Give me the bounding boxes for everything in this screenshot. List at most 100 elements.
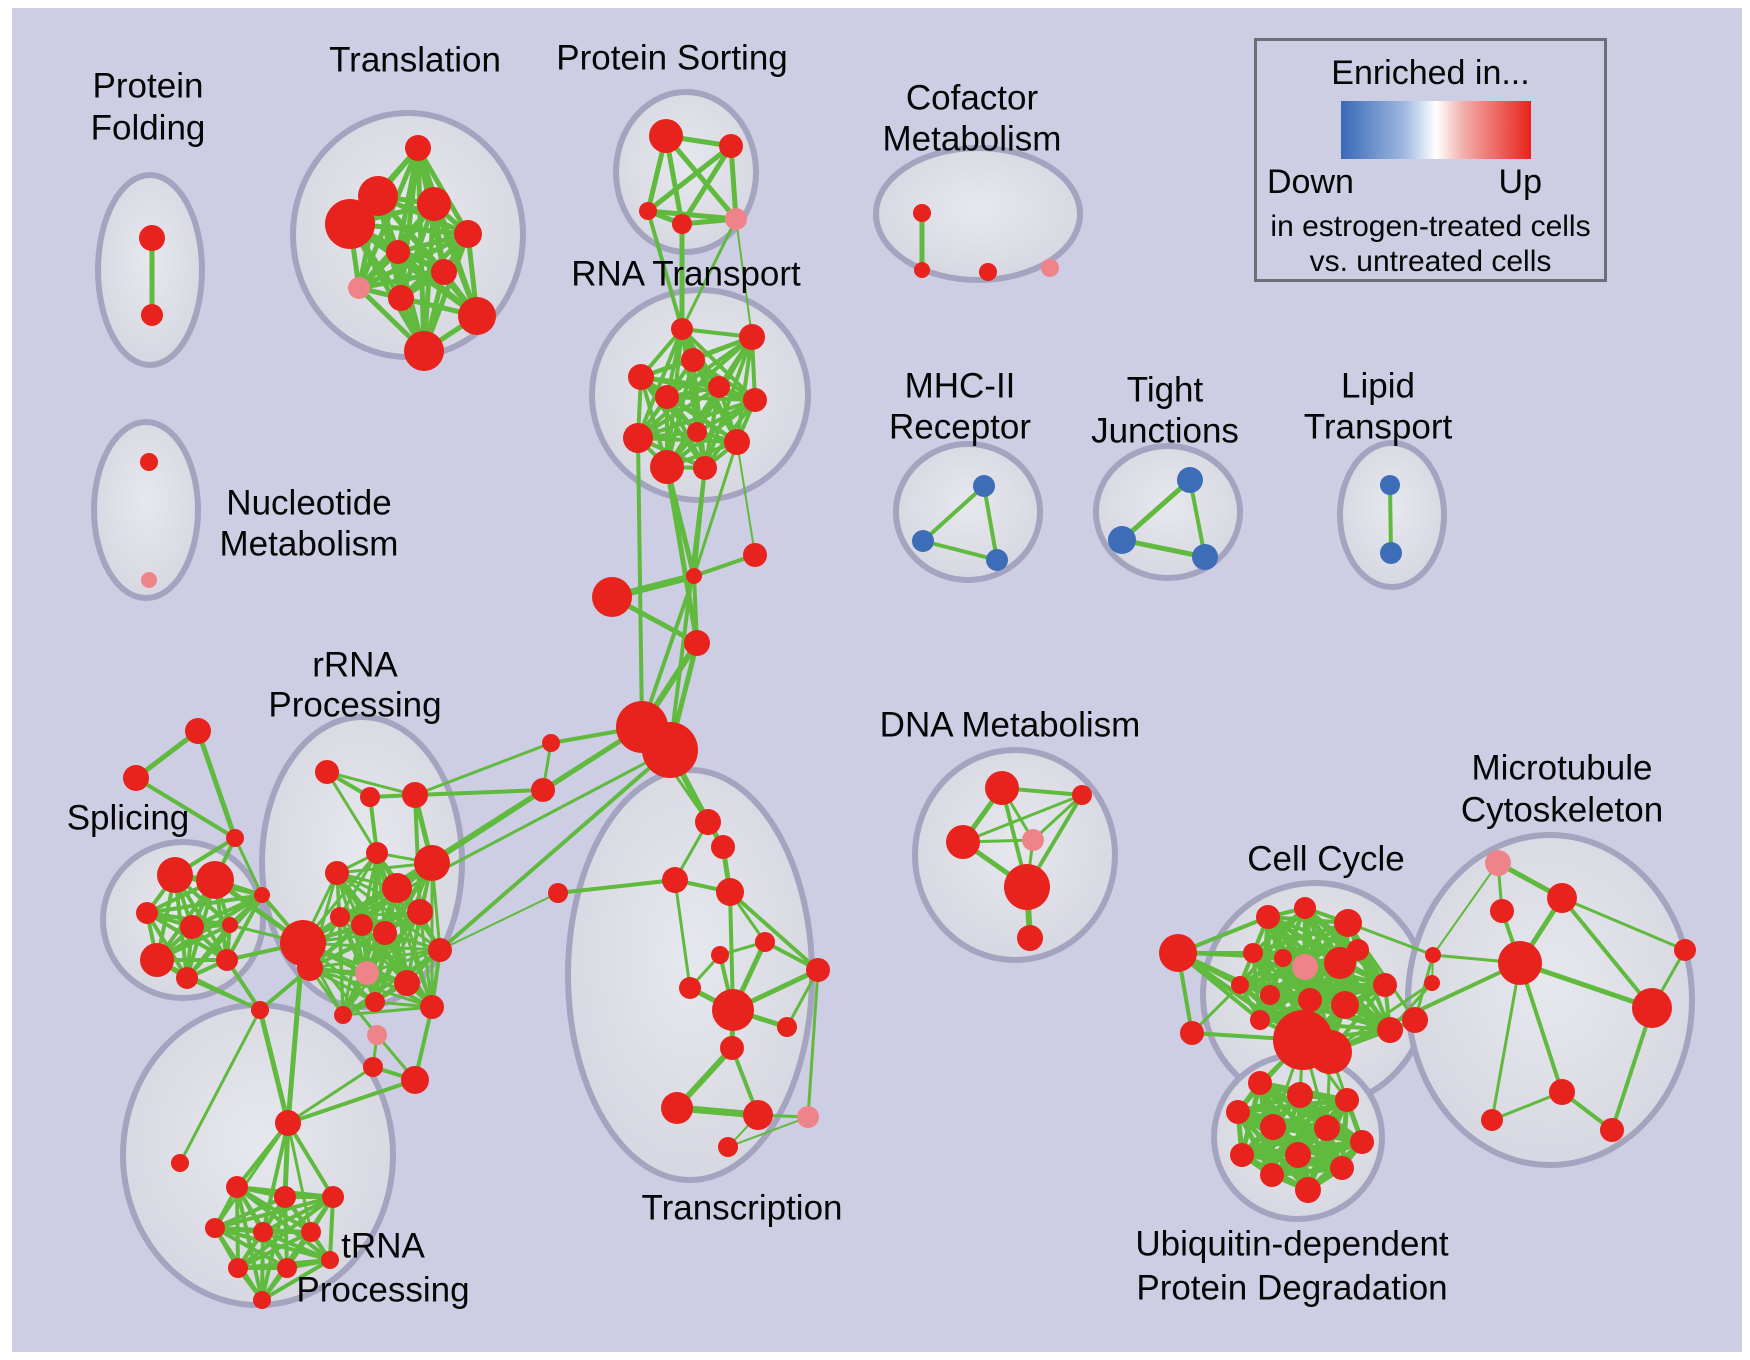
gene-set-node-ps1[interactable]: [719, 134, 743, 158]
gene-set-node-t6[interactable]: [431, 259, 457, 285]
gene-set-node-rr10[interactable]: [407, 899, 433, 925]
gene-set-node-mh0[interactable]: [973, 475, 995, 497]
gene-set-node-trd[interactable]: [548, 883, 568, 903]
gene-set-node-cf0[interactable]: [913, 204, 931, 222]
gene-set-node-cc5[interactable]: [1324, 947, 1356, 979]
gene-set-node-rr12[interactable]: [394, 970, 420, 996]
gene-set-node-mc9[interactable]: [1600, 1118, 1624, 1142]
gene-set-node-rr11[interactable]: [428, 938, 452, 962]
gene-set-node-mcb[interactable]: [1498, 941, 1542, 985]
gene-set-node-ccp[interactable]: [1292, 954, 1318, 980]
gene-set-node-rr16[interactable]: [401, 1066, 429, 1094]
gene-set-node-dm3[interactable]: [1004, 864, 1050, 910]
gene-set-node-ub4[interactable]: [1260, 1114, 1286, 1140]
gene-set-node-trn[interactable]: [743, 1100, 773, 1130]
gene-set-node-ub9[interactable]: [1330, 1156, 1354, 1180]
gene-set-node-ps2[interactable]: [639, 202, 657, 220]
gene-set-node-rt3[interactable]: [628, 364, 654, 390]
gene-set-node-trl[interactable]: [720, 1036, 744, 1060]
gene-set-node-cc3[interactable]: [1243, 943, 1263, 963]
gene-set-node-cf1[interactable]: [914, 262, 930, 278]
gene-set-node-big[interactable]: [592, 577, 632, 617]
gene-set-node-cc7[interactable]: [1231, 976, 1249, 994]
gene-set-node-rt1[interactable]: [739, 324, 765, 350]
gene-set-node-c2[interactable]: [743, 543, 767, 567]
gene-set-node-ub5[interactable]: [1314, 1115, 1340, 1141]
gene-set-node-ps3[interactable]: [672, 214, 692, 234]
gene-set-node-tn9[interactable]: [277, 1258, 297, 1278]
gene-set-node-tn6[interactable]: [253, 1222, 273, 1242]
gene-set-node-rr14[interactable]: [334, 1006, 352, 1024]
gene-set-node-cc2[interactable]: [1334, 909, 1362, 937]
gene-set-node-t0[interactable]: [405, 135, 431, 161]
gene-set-node-ub10[interactable]: [1260, 1163, 1284, 1187]
gene-set-node-nmp[interactable]: [141, 572, 157, 588]
gene-set-node-mh1[interactable]: [912, 530, 934, 552]
gene-set-node-tro[interactable]: [797, 1106, 819, 1128]
gene-set-node-cc11[interactable]: [1373, 973, 1397, 997]
gene-set-node-dm4[interactable]: [1017, 925, 1043, 951]
gene-set-node-tri[interactable]: [712, 989, 754, 1031]
gene-set-node-cfp[interactable]: [1041, 259, 1059, 277]
gene-set-node-sp7[interactable]: [216, 949, 238, 971]
gene-set-node-rt6[interactable]: [743, 388, 767, 412]
gene-set-node-mc7[interactable]: [1674, 939, 1696, 961]
gene-set-node-rt9[interactable]: [724, 429, 750, 455]
gene-set-node-t10[interactable]: [404, 331, 444, 371]
gene-set-node-sp6[interactable]: [176, 967, 198, 989]
gene-set-node-hub2[interactable]: [642, 722, 698, 778]
gene-set-node-c4[interactable]: [542, 734, 560, 752]
gene-set-node-trb[interactable]: [711, 835, 735, 859]
gene-set-node-tn7[interactable]: [301, 1222, 321, 1242]
gene-set-node-sp8[interactable]: [254, 887, 270, 903]
gene-set-node-ps0[interactable]: [649, 119, 683, 153]
gene-set-node-lt1[interactable]: [1380, 542, 1402, 564]
gene-set-node-tns[interactable]: [171, 1154, 189, 1172]
gene-set-node-t8[interactable]: [388, 285, 414, 311]
gene-set-node-trk[interactable]: [806, 958, 830, 982]
gene-set-node-tn3[interactable]: [274, 1186, 296, 1208]
gene-set-node-trh[interactable]: [679, 977, 701, 999]
gene-set-node-rr9[interactable]: [373, 921, 397, 945]
gene-set-node-ub8[interactable]: [1285, 1142, 1311, 1168]
gene-set-node-sp1[interactable]: [196, 861, 234, 899]
gene-set-node-tn8[interactable]: [228, 1258, 248, 1278]
gene-set-node-lt0[interactable]: [1380, 475, 1400, 495]
gene-set-node-mc2[interactable]: [1490, 899, 1514, 923]
gene-set-node-sp4[interactable]: [222, 917, 238, 933]
gene-set-node-tn2[interactable]: [226, 1176, 248, 1198]
gene-set-node-pf1[interactable]: [141, 304, 163, 326]
gene-set-node-cc4[interactable]: [1274, 949, 1292, 967]
gene-set-node-trc[interactable]: [662, 867, 688, 893]
gene-set-node-st2[interactable]: [123, 765, 149, 791]
gene-set-node-rr0[interactable]: [315, 760, 339, 784]
gene-set-node-tn1[interactable]: [275, 1110, 301, 1136]
gene-set-node-tj2[interactable]: [1192, 544, 1218, 570]
gene-set-node-t9[interactable]: [458, 297, 496, 335]
gene-set-node-dm0[interactable]: [985, 771, 1019, 805]
gene-set-node-sp3[interactable]: [180, 915, 204, 939]
gene-set-node-l1[interactable]: [531, 778, 555, 802]
gene-set-node-cc13[interactable]: [1377, 1017, 1403, 1043]
gene-set-node-rr7[interactable]: [330, 907, 350, 927]
gene-set-node-st1[interactable]: [185, 718, 211, 744]
gene-set-node-cc14[interactable]: [1402, 1007, 1428, 1033]
gene-set-node-trm[interactable]: [661, 1092, 693, 1124]
gene-set-node-trj[interactable]: [777, 1017, 797, 1037]
gene-set-node-rt0[interactable]: [671, 318, 693, 340]
gene-set-node-cc9[interactable]: [1298, 988, 1322, 1012]
gene-set-node-mh2[interactable]: [986, 549, 1008, 571]
gene-set-node-ub7[interactable]: [1230, 1143, 1254, 1167]
gene-set-node-ccL[interactable]: [1159, 934, 1197, 972]
gene-set-node-tre[interactable]: [716, 878, 744, 906]
gene-set-node-rr2[interactable]: [402, 782, 428, 808]
gene-set-node-rt10[interactable]: [650, 450, 684, 484]
gene-set-node-sp5[interactable]: [140, 943, 174, 977]
gene-set-node-sp2[interactable]: [136, 902, 158, 924]
gene-set-node-trg[interactable]: [755, 932, 775, 952]
gene-set-node-rrp1[interactable]: [355, 961, 379, 985]
gene-set-node-ub3[interactable]: [1226, 1100, 1250, 1124]
gene-set-node-c3[interactable]: [684, 630, 710, 656]
gene-set-node-ccs1[interactable]: [1180, 1021, 1204, 1045]
gene-set-node-dm2[interactable]: [946, 825, 980, 859]
